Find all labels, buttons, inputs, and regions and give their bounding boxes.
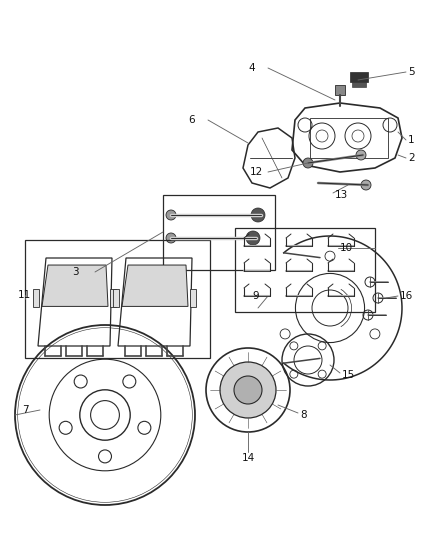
Text: 8: 8 [300, 410, 307, 420]
Circle shape [166, 210, 176, 220]
Bar [235, 228, 375, 312]
Text: 14: 14 [241, 453, 254, 463]
Text: 15: 15 [342, 370, 355, 380]
Bar [113, 289, 119, 307]
Text: 10: 10 [340, 243, 353, 253]
Bar [110, 289, 116, 307]
Circle shape [290, 370, 298, 378]
Bar [33, 289, 39, 307]
Text: 1: 1 [408, 135, 415, 145]
Text: 13: 13 [335, 190, 348, 200]
Circle shape [166, 233, 176, 243]
Bar [163, 195, 275, 270]
Circle shape [356, 150, 366, 160]
Bar [190, 289, 196, 307]
Polygon shape [122, 265, 188, 306]
Text: 11: 11 [18, 290, 31, 300]
Circle shape [318, 370, 326, 378]
Circle shape [246, 231, 260, 245]
Circle shape [290, 342, 298, 350]
Bar [350, 72, 368, 82]
Polygon shape [42, 265, 108, 306]
Circle shape [303, 158, 313, 168]
Text: 4: 4 [248, 63, 254, 73]
Text: 12: 12 [250, 167, 263, 177]
Circle shape [325, 251, 335, 261]
Text: 7: 7 [22, 405, 28, 415]
Text: 5: 5 [408, 67, 415, 77]
Circle shape [361, 180, 371, 190]
Text: 9: 9 [252, 291, 258, 301]
Bar [335, 85, 345, 95]
Text: 2: 2 [408, 153, 415, 163]
Circle shape [370, 329, 380, 339]
Bar [352, 82, 366, 87]
Circle shape [220, 362, 276, 418]
Circle shape [234, 376, 262, 404]
Circle shape [251, 208, 265, 222]
Text: 16: 16 [400, 291, 413, 301]
Circle shape [318, 342, 326, 350]
Circle shape [280, 329, 290, 339]
Bar [25, 240, 210, 358]
Bar [310, 118, 388, 158]
Text: 3: 3 [72, 267, 79, 277]
Text: 6: 6 [188, 115, 194, 125]
